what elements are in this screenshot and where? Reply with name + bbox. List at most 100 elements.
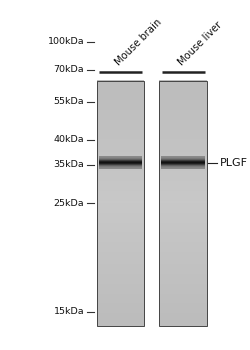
Bar: [96, 149, 144, 152]
Bar: [96, 200, 144, 203]
Bar: [96, 298, 144, 301]
Bar: [98, 157, 142, 158]
Bar: [159, 306, 206, 308]
Bar: [159, 247, 206, 250]
Bar: [161, 159, 204, 160]
Bar: [98, 159, 142, 160]
Bar: [159, 281, 206, 284]
Bar: [96, 217, 144, 220]
Bar: [96, 127, 144, 130]
Bar: [159, 244, 206, 247]
Bar: [159, 114, 206, 117]
Bar: [96, 281, 144, 284]
Bar: [159, 83, 206, 85]
Bar: [159, 318, 206, 321]
Text: 100kDa: 100kDa: [47, 37, 84, 47]
Bar: [159, 176, 206, 178]
Bar: [96, 274, 144, 276]
Bar: [96, 303, 144, 306]
Bar: [98, 161, 142, 162]
Bar: [159, 119, 206, 122]
Bar: [159, 141, 206, 144]
Bar: [161, 167, 204, 168]
Bar: [159, 112, 206, 115]
Bar: [96, 288, 144, 291]
Bar: [159, 90, 206, 93]
Bar: [159, 136, 206, 139]
Bar: [96, 176, 144, 178]
Bar: [161, 156, 204, 157]
Bar: [159, 264, 206, 267]
Bar: [96, 315, 144, 318]
Bar: [161, 166, 204, 167]
Bar: [96, 284, 144, 286]
Text: 15kDa: 15kDa: [53, 307, 84, 316]
Bar: [159, 117, 206, 120]
Bar: [98, 159, 142, 160]
Bar: [159, 92, 206, 95]
Bar: [159, 186, 206, 188]
Bar: [161, 163, 204, 164]
Bar: [159, 193, 206, 196]
Bar: [161, 162, 204, 163]
Bar: [96, 301, 144, 303]
Bar: [159, 237, 206, 240]
Bar: [159, 149, 206, 152]
Bar: [96, 183, 144, 186]
Text: PLGF: PLGF: [219, 158, 247, 168]
Bar: [98, 160, 142, 161]
Bar: [159, 151, 206, 154]
Bar: [96, 80, 144, 83]
Bar: [96, 117, 144, 120]
Bar: [96, 100, 144, 103]
Bar: [96, 205, 144, 208]
Bar: [98, 158, 142, 159]
Bar: [98, 163, 142, 164]
Bar: [161, 166, 204, 167]
Bar: [159, 303, 206, 306]
Bar: [98, 156, 142, 157]
Bar: [96, 159, 144, 161]
Bar: [96, 154, 144, 156]
Bar: [159, 227, 206, 230]
Bar: [159, 286, 206, 289]
Bar: [98, 167, 142, 168]
Bar: [96, 261, 144, 264]
Bar: [96, 203, 144, 205]
Bar: [96, 220, 144, 223]
Bar: [96, 234, 144, 237]
Bar: [98, 156, 142, 157]
Bar: [159, 195, 206, 198]
Bar: [98, 160, 142, 161]
Bar: [96, 173, 144, 176]
Bar: [96, 146, 144, 149]
Bar: [159, 178, 206, 181]
Bar: [159, 291, 206, 294]
Bar: [96, 259, 144, 262]
Bar: [96, 323, 144, 326]
Bar: [96, 166, 144, 169]
Bar: [96, 230, 144, 232]
Bar: [96, 225, 144, 228]
Bar: [98, 159, 142, 160]
Bar: [96, 95, 144, 98]
Bar: [159, 320, 206, 323]
Bar: [96, 119, 144, 122]
Text: 35kDa: 35kDa: [53, 160, 84, 169]
Bar: [96, 237, 144, 240]
Bar: [96, 308, 144, 311]
Bar: [159, 276, 206, 279]
Bar: [161, 164, 204, 165]
Bar: [96, 178, 144, 181]
Bar: [159, 315, 206, 318]
Bar: [96, 291, 144, 294]
Bar: [98, 168, 142, 169]
Bar: [159, 127, 206, 130]
Bar: [96, 83, 144, 85]
Bar: [159, 188, 206, 191]
Bar: [161, 158, 204, 159]
Bar: [159, 220, 206, 223]
Bar: [159, 171, 206, 174]
Bar: [161, 161, 204, 162]
Bar: [96, 210, 144, 213]
